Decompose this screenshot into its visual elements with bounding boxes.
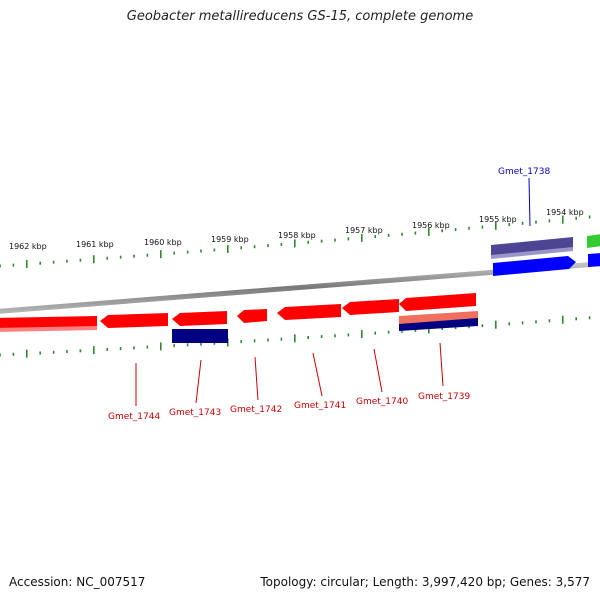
scale-label: 1958 kbp [278, 231, 316, 240]
gene-arrow-forward[interactable] [493, 256, 576, 276]
scale-label: 1959 kbp [211, 235, 249, 244]
gene-bar-gmet-1743-dark[interactable] [172, 329, 228, 343]
gene-bar-gmet-1738[interactable] [491, 237, 573, 257]
gene-arrow-gmet-1744-shade [0, 326, 97, 332]
gene-pointer-gmet-1738 [528, 177, 531, 227]
gene-arrow-gmet-1742[interactable] [172, 311, 227, 326]
scale-label: 1962 kbp [9, 242, 47, 251]
forward-strand-track: Gmet_1738 [491, 167, 600, 276]
scale-label: 1961 kbp [76, 240, 114, 249]
outer-scale-ticks [0, 215, 591, 269]
gene-label-gmet-1738[interactable]: Gmet_1738 [498, 167, 550, 177]
accession-label: Accession: NC_007517 [9, 575, 146, 589]
genome-summary: Topology: circular; Length: 3,997,420 bp… [260, 575, 590, 589]
gene-label-gmet-1742[interactable]: Gmet_1742 [230, 405, 282, 415]
gene-arrow-gmet-1741[interactable] [277, 304, 341, 320]
gene-pointer-gmet-1740 [373, 348, 383, 393]
inner-scale-ticks [0, 315, 591, 358]
gene-arrow-green-partial[interactable] [587, 234, 600, 248]
gene-label-gmet-1739[interactable]: Gmet_1739 [418, 392, 470, 402]
gene-label-gmet-1740[interactable]: Gmet_1740 [356, 397, 408, 407]
gene-arrow-small[interactable] [237, 309, 267, 323]
scale-label: 1955 kbp [479, 215, 517, 224]
gene-pointer-gmet-1739 [439, 342, 444, 387]
gene-bar-gmet-1738-shade [491, 247, 573, 259]
gene-pointer-gmet-1743 [195, 359, 202, 404]
gene-label-gmet-1744[interactable]: Gmet_1744 [108, 412, 160, 422]
gene-bar-gmet-1739-salmon[interactable] [399, 311, 478, 325]
gene-bar-gmet-1739-dark[interactable] [399, 318, 478, 331]
map-title: Geobacter metallireducens GS-15, complet… [126, 9, 474, 24]
gene-labels: Gmet_1744 Gmet_1743 Gmet_1742 Gmet_1741 … [108, 342, 470, 422]
scale-label: 1956 kbp [412, 221, 450, 230]
gene-pointer-gmet-1741 [312, 352, 323, 397]
scale-labels: 1962 kbp 1961 kbp 1960 kbp 1959 kbp 1958… [9, 208, 584, 251]
gene-arrow-gmet-1740[interactable] [342, 299, 399, 315]
scale-label: 1957 kbp [345, 226, 383, 235]
gene-label-gmet-1743[interactable]: Gmet_1743 [169, 408, 221, 418]
gene-label-gmet-1741[interactable]: Gmet_1741 [294, 401, 346, 411]
scale-label: 1954 kbp [546, 208, 584, 217]
gene-arrow-gmet-1743[interactable] [100, 313, 168, 328]
gene-pointer-gmet-1742 [254, 356, 259, 401]
reverse-strand-track [0, 293, 478, 343]
gene-arrow-gmet-1739[interactable] [399, 293, 476, 311]
gene-arrow-blue-partial[interactable] [588, 253, 600, 267]
scale-label: 1960 kbp [144, 238, 182, 247]
